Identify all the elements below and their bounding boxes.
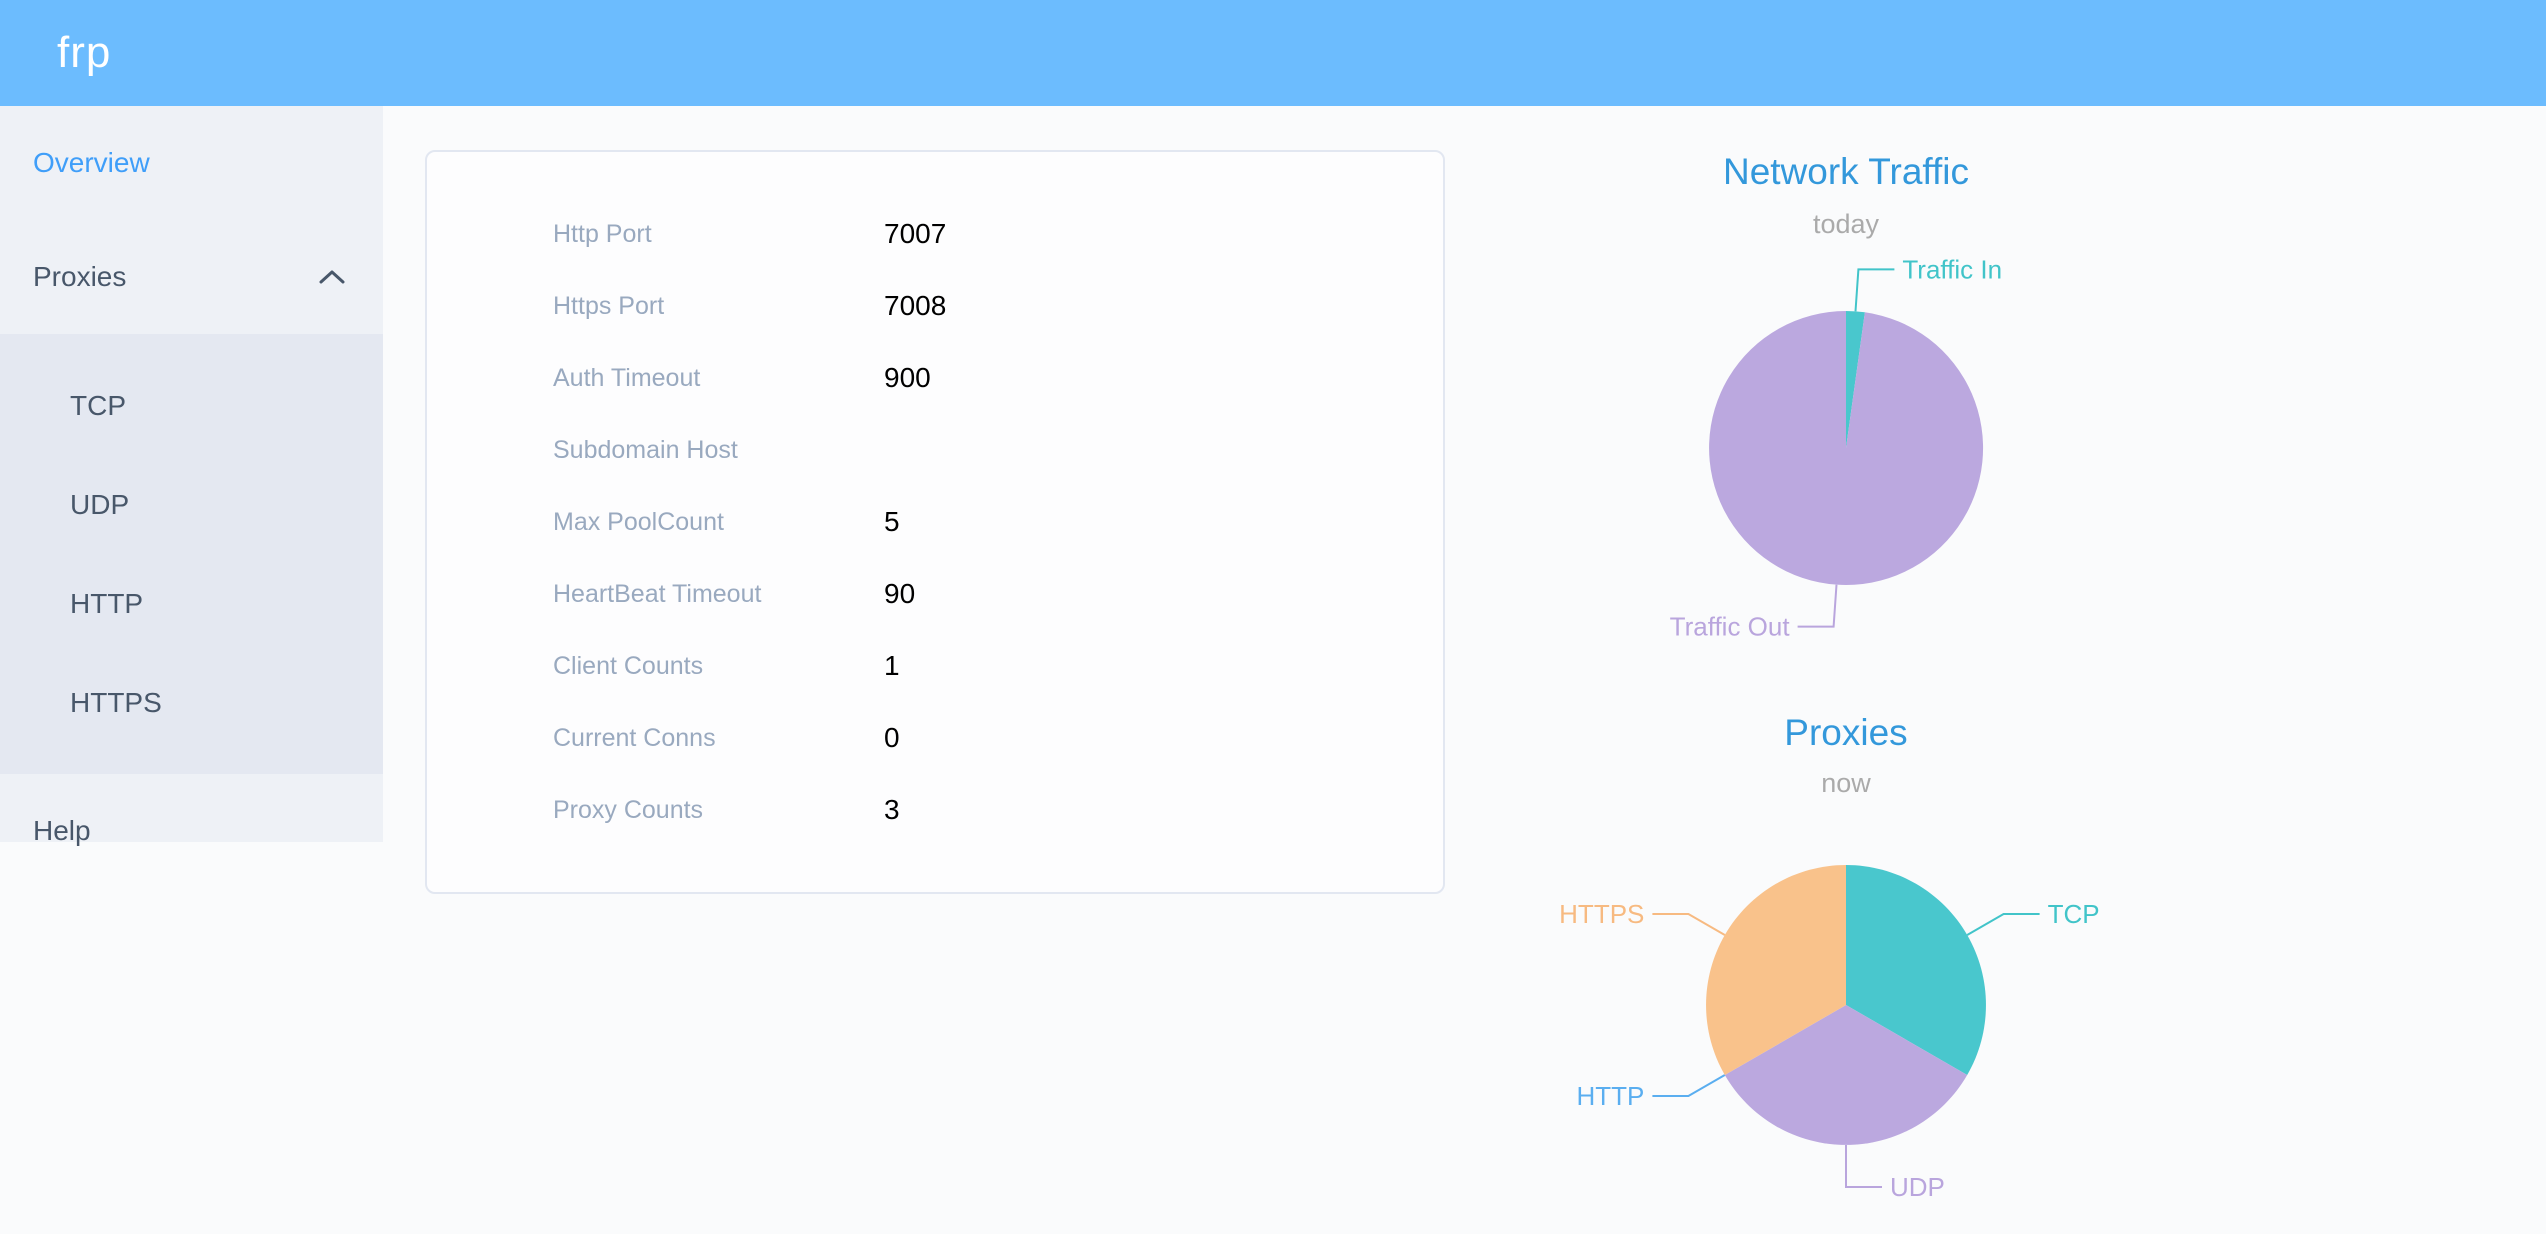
pie-label-udp: UDP	[1890, 1172, 1945, 1202]
pie-slice-traffic-out[interactable]	[1709, 311, 1984, 585]
leader-line-traffic-in	[1854, 268, 1895, 312]
config-label: Current Conns	[553, 723, 716, 752]
config-row-auth-timeout: Auth Timeout 900	[427, 342, 1443, 414]
config-label: Auth Timeout	[553, 363, 701, 392]
config-value: 90	[884, 578, 916, 609]
sidebar-item-https-label: HTTPS	[70, 686, 162, 718]
config-value: 3	[884, 794, 900, 825]
network-traffic-pie-chart: Traffic In Traffic Out	[1670, 254, 2002, 642]
leader-line-http	[1652, 1074, 1726, 1097]
proxies-chart-title: Proxies	[1784, 712, 1908, 753]
sidebar-item-http[interactable]: HTTP	[0, 554, 383, 653]
proxies-submenu: TCP UDP HTTP HTTPS	[0, 334, 383, 774]
config-row-client-counts: Client Counts 1	[427, 630, 1443, 702]
pie-label-tcp: TCP	[2048, 899, 2100, 929]
sidebar-item-https[interactable]: HTTPS	[0, 653, 383, 752]
network-traffic-chart-subtitle: today	[1812, 209, 1880, 239]
sidebar-item-tcp-label: TCP	[70, 389, 126, 421]
pie-slice-traffic-in[interactable]	[1846, 310, 1865, 448]
pie-label-traffic-in: Traffic In	[1902, 254, 2002, 284]
config-row-heartbeat-timeout: HeartBeat Timeout 90	[427, 558, 1443, 630]
sidebar-item-tcp[interactable]: TCP	[0, 356, 383, 455]
proxies-chart-subtitle: now	[1821, 768, 1871, 798]
leader-line-https	[1652, 913, 1726, 936]
config-row-http-port: Http Port 7007	[427, 198, 1443, 270]
config-value: 1	[884, 650, 900, 681]
leader-line-traffic-out	[1797, 584, 1838, 628]
sidebar-item-overview[interactable]: Overview	[0, 106, 383, 220]
leader-line-tcp	[1966, 913, 2040, 936]
app-logo: frp	[57, 28, 112, 77]
pie-slice-tcp[interactable]	[1846, 865, 1986, 1075]
sidebar-item-overview-label: Overview	[33, 147, 150, 178]
pie-label-https: HTTPS	[1559, 899, 1644, 929]
config-label: HeartBeat Timeout	[553, 579, 762, 608]
config-label: Max PoolCount	[553, 507, 724, 536]
config-row-proxy-counts: Proxy Counts 3	[427, 774, 1443, 846]
config-value: 7007	[884, 218, 947, 249]
pie-label-traffic-out: Traffic Out	[1670, 612, 1791, 642]
sidebar-item-proxies[interactable]: Proxies	[0, 220, 383, 334]
network-traffic-chart-title: Network Traffic	[1722, 151, 1970, 192]
config-label: Http Port	[553, 219, 652, 248]
config-value: 900	[884, 362, 931, 393]
config-row-subdomain-host: Subdomain Host	[427, 414, 1443, 486]
sidebar-item-udp[interactable]: UDP	[0, 455, 383, 554]
config-label: Https Port	[553, 291, 665, 320]
proxies-pie-chart: TCP UDP HTTP HTTPS	[1559, 865, 2100, 1202]
pie-label-http: HTTP	[1577, 1081, 1645, 1111]
config-value: 7008	[884, 290, 947, 321]
config-label: Proxy Counts	[553, 795, 704, 824]
config-label: Subdomain Host	[553, 435, 738, 464]
sidebar-item-help-label: Help	[33, 815, 91, 846]
sidebar-item-proxies-label: Proxies	[33, 261, 127, 292]
sidebar-item-help[interactable]: Help	[0, 774, 383, 888]
pie-slice-udp[interactable]	[1724, 1005, 1968, 1145]
leader-line-udp	[1845, 1145, 1882, 1188]
sidebar: Overview Proxies TCP UDP HTTP HTTPS Help	[0, 106, 383, 846]
sidebar-item-udp-label: UDP	[70, 488, 130, 520]
app-header: frp	[0, 0, 2546, 106]
config-row-https-port: Https Port 7008	[427, 270, 1443, 342]
pie-slice-https[interactable]	[1706, 865, 1846, 1075]
config-label: Client Counts	[553, 651, 704, 680]
chevron-up-icon	[319, 268, 345, 286]
config-row-current-conns: Current Conns 0	[427, 702, 1443, 774]
config-value: 0	[884, 722, 900, 753]
config-row-max-poolcount: Max PoolCount 5	[427, 486, 1443, 558]
config-value: 5	[884, 506, 900, 537]
sidebar-item-http-label: HTTP	[70, 587, 144, 619]
server-config-panel: Http Port 7007 Https Port 7008 Auth Time…	[425, 150, 1445, 894]
